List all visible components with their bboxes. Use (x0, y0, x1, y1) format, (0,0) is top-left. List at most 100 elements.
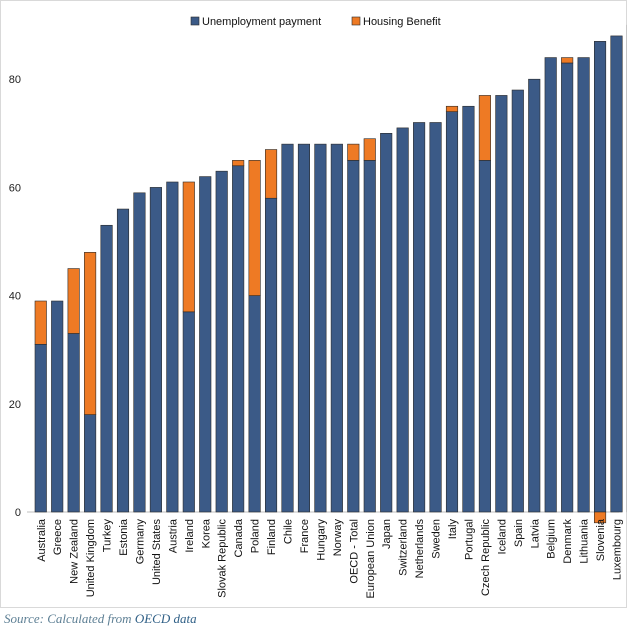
x-tick-label: Australia (36, 518, 48, 562)
bar-unemployment (166, 181, 179, 513)
legend-label-unemployment: Unemployment payment (202, 16, 321, 28)
bar-housing-benefit (478, 95, 491, 161)
x-tick-label: Slovak Republic (217, 519, 229, 598)
x-tick-label: OECD - Total (348, 519, 360, 584)
chart-frame: 0 20 40 60 80 Australia Greece New Zealand Unit… (0, 0, 627, 608)
bar-unemployment (199, 176, 212, 513)
bar-unemployment (100, 224, 113, 513)
x-tick-label: Poland (250, 519, 262, 553)
bar-unemployment (380, 133, 393, 513)
bar-unemployment (413, 122, 426, 513)
stacked-bar-chart: 0 20 40 60 80 Australia Greece New Zealand Unit… (9, 16, 627, 599)
bars (34, 24, 627, 524)
bar-housing-benefit (593, 511, 607, 524)
x-axis-labels: Australia Greece New Zealand United Kingdom… (36, 518, 624, 598)
x-tick-label: Canada (233, 518, 245, 557)
x-tick-label: Belgium (546, 519, 558, 559)
bar-unemployment (577, 57, 590, 513)
bar-housing-benefit (34, 300, 47, 345)
source-link[interactable]: OECD data (134, 611, 197, 626)
bar-unemployment (528, 78, 541, 513)
bar-unemployment (297, 143, 311, 513)
bar-unemployment (182, 311, 195, 513)
bar-unemployment (396, 127, 409, 513)
x-tick-label: New Zealand (69, 519, 81, 584)
bar-unemployment (593, 41, 607, 513)
bar-unemployment (67, 333, 80, 513)
x-tick-label: Luxembourg (612, 519, 624, 580)
y-tick-label: 20 (9, 399, 21, 411)
x-tick-label: Latvia (529, 518, 541, 548)
legend-swatch-housing (351, 16, 361, 26)
bar-unemployment (264, 197, 278, 513)
bar-housing-benefit (232, 160, 245, 167)
bar-unemployment (347, 160, 360, 513)
bar-unemployment (149, 187, 162, 513)
source-prefix: Source: Calculated from (4, 611, 135, 626)
y-axis-ticks: 0 20 40 60 80 (9, 74, 21, 519)
x-tick-label: Greece (52, 519, 64, 555)
legend-label-housing: Housing Benefit (363, 16, 441, 28)
bar-housing-benefit (347, 143, 360, 161)
bar-unemployment (215, 170, 228, 513)
x-tick-label: Slovenia (595, 518, 607, 561)
bar-unemployment (544, 57, 557, 513)
bar-unemployment (133, 192, 146, 513)
x-tick-label: Turkey (102, 519, 114, 553)
x-tick-label: Lithuania (579, 518, 591, 564)
bar-unemployment (281, 143, 294, 513)
bar-housing-benefit (67, 268, 80, 334)
y-tick-label: 40 (9, 291, 21, 303)
bar-housing-benefit (363, 138, 376, 161)
bar-housing-benefit (182, 181, 195, 313)
bar-unemployment (248, 295, 261, 513)
bar-unemployment (34, 343, 47, 513)
bar-unemployment (561, 62, 574, 513)
bar-unemployment (84, 414, 97, 513)
x-tick-label: Iceland (496, 519, 508, 554)
legend: Unemployment payment Housing Benefit (190, 16, 441, 28)
x-tick-label: Norway (332, 519, 344, 557)
x-tick-label: Denmark (562, 519, 574, 564)
bar-unemployment (363, 160, 376, 513)
x-tick-label: Sweden (431, 519, 443, 559)
x-tick-label: Austria (167, 518, 179, 553)
x-tick-label: Netherlands (414, 519, 426, 579)
bar-housing-benefit (561, 57, 574, 64)
bar-unemployment (478, 160, 491, 513)
x-tick-label: Germany (134, 519, 146, 565)
x-tick-label: United States (151, 519, 163, 586)
bar-unemployment (610, 35, 623, 513)
x-tick-label: Hungary (315, 519, 327, 561)
bar-unemployment (51, 300, 64, 513)
bar-unemployment (330, 143, 343, 513)
x-tick-label: Spain (513, 519, 525, 547)
x-tick-label: United Kingdom (85, 519, 97, 597)
x-tick-label: Italy (447, 519, 459, 540)
y-tick-label: 60 (9, 182, 21, 194)
bar-unemployment (429, 122, 442, 513)
source-caption: Source: Calculated from OECD data (4, 611, 197, 627)
x-tick-label: Ireland (184, 519, 196, 553)
bar-unemployment (445, 111, 459, 513)
bar-unemployment (462, 105, 475, 513)
bar-housing-benefit (248, 160, 261, 296)
x-tick-label: France (299, 519, 311, 553)
bar-unemployment (511, 89, 524, 513)
x-tick-label: Japan (381, 519, 393, 549)
x-tick-label: Chile (283, 519, 295, 544)
bar-unemployment (495, 95, 508, 513)
x-tick-label: Portugal (463, 519, 475, 560)
y-tick-label: 0 (15, 507, 21, 519)
x-tick-label: Czech Republic (480, 519, 492, 597)
x-tick-label: Finland (266, 519, 278, 555)
bar-unemployment (314, 143, 327, 513)
bar-housing-benefit (445, 105, 459, 112)
bar-housing-benefit (264, 149, 278, 199)
bar-housing-benefit (84, 252, 97, 415)
bar-unemployment (116, 208, 130, 513)
x-tick-label: Estonia (118, 518, 130, 556)
x-tick-label: Switzerland (398, 519, 410, 576)
y-tick-label: 80 (9, 74, 21, 86)
legend-swatch-unemployment (190, 16, 200, 26)
